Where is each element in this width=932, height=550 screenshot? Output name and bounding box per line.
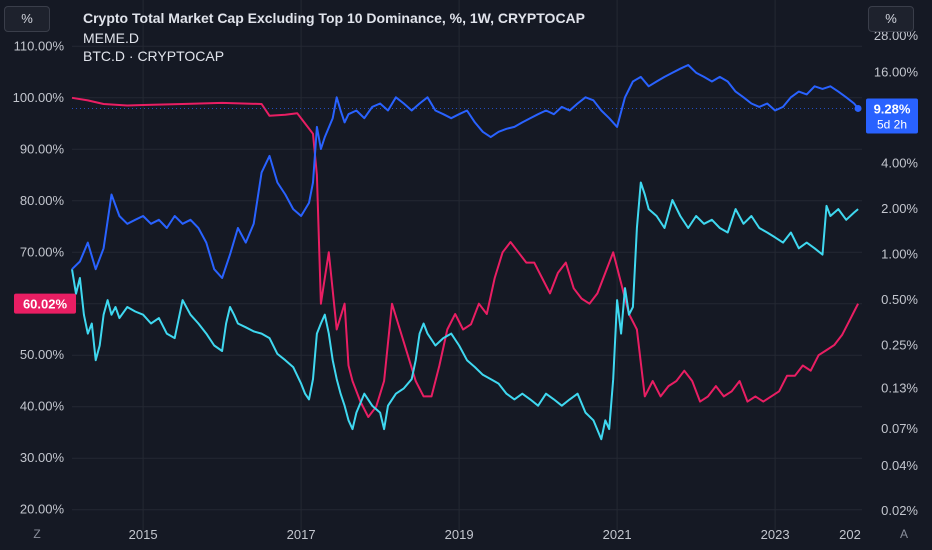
- right-tick-label: 1.00%: [881, 247, 918, 262]
- left-tick-label: 110.00%: [14, 38, 65, 53]
- right-tick-label: 16.00%: [874, 65, 919, 80]
- others-last-value-badge: [866, 98, 918, 134]
- right-tick-label: 4.00%: [881, 156, 918, 171]
- series-line[interactable]: [71, 64, 859, 279]
- left-tick-label: 70.00%: [20, 244, 65, 259]
- series-line[interactable]: [71, 96, 859, 418]
- left-tick-label: 20.00%: [20, 502, 65, 517]
- x-tick-label: 2023: [761, 527, 790, 542]
- x-tick-label: 2017: [287, 527, 316, 542]
- left-tick-label: 30.00%: [20, 450, 65, 465]
- x-tick-label: 2019: [445, 527, 474, 542]
- left-tick-label: 90.00%: [20, 141, 65, 156]
- left-tick-label: 80.00%: [20, 193, 65, 208]
- left-tick-label: 50.00%: [20, 347, 65, 362]
- axes: 2015 2017 2019 2021 2023 202 110.00% 100.00% 90.…: [13, 28, 919, 542]
- auto-scale-button[interactable]: A: [899, 527, 908, 541]
- right-tick-label: 0.25%: [881, 338, 918, 353]
- right-unit-button[interactable]: %: [868, 6, 914, 32]
- right-tick-label: 2.00%: [881, 201, 918, 216]
- right-tick-label: 0.13%: [881, 380, 918, 395]
- legend-btc[interactable]: BTC.D · CRYPTOCAP: [83, 48, 225, 64]
- right-tick-label: 0.50%: [881, 292, 918, 307]
- right-tick-label: 0.04%: [881, 458, 918, 473]
- last-value-dot: [854, 104, 862, 112]
- grid: [72, 0, 862, 530]
- x-tick-label: 2015: [129, 527, 158, 542]
- bar-countdown-text: 5d 2h: [877, 117, 907, 131]
- left-tick-label: 100.00%: [13, 90, 65, 105]
- btc-last-value-badge: [14, 293, 76, 314]
- right-tick-label: 0.07%: [881, 421, 918, 436]
- value-badges: 60.02% 9.28%5d 2h: [14, 98, 918, 314]
- series-line[interactable]: [71, 181, 859, 441]
- right-tick-label: 0.02%: [881, 503, 918, 518]
- series-lines: [71, 64, 862, 441]
- legend-meme[interactable]: MEME.D: [83, 30, 139, 46]
- x-tick-label: 2021: [603, 527, 632, 542]
- x-tick-label: 202: [839, 527, 861, 542]
- btc-last-value-text: 60.02%: [23, 297, 68, 312]
- others-last-value-text: 9.28%: [874, 101, 911, 116]
- chart-title: Crypto Total Market Cap Excluding Top 10…: [83, 10, 586, 26]
- left-tick-label: 40.00%: [20, 399, 65, 414]
- zoom-reset-button[interactable]: Z: [33, 527, 41, 541]
- left-unit-button[interactable]: %: [4, 6, 50, 32]
